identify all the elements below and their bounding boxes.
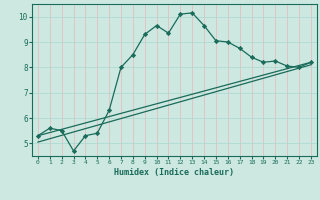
X-axis label: Humidex (Indice chaleur): Humidex (Indice chaleur) xyxy=(115,168,234,177)
